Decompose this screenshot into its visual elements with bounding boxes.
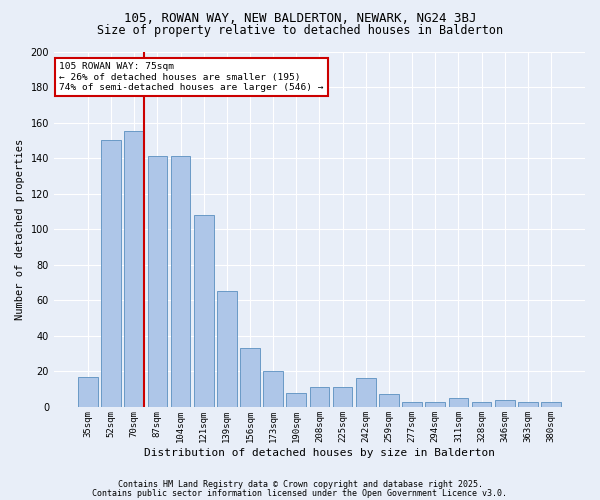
Bar [402,402,422,407]
X-axis label: Distribution of detached houses by size in Balderton: Distribution of detached houses by size … [144,448,495,458]
Text: Contains HM Land Registry data © Crown copyright and database right 2025.: Contains HM Land Registry data © Crown c… [118,480,482,489]
Bar [356,378,376,407]
Bar [472,402,491,407]
Bar [425,402,445,407]
Bar [240,348,260,407]
Bar [101,140,121,407]
Bar [194,215,214,407]
Bar [78,376,98,407]
Bar [449,398,468,407]
Bar [495,400,515,407]
Text: Size of property relative to detached houses in Balderton: Size of property relative to detached ho… [97,24,503,37]
Bar [286,392,306,407]
Bar [124,132,144,407]
Bar [541,402,561,407]
Bar [333,388,352,407]
Text: 105 ROWAN WAY: 75sqm
← 26% of detached houses are smaller (195)
74% of semi-deta: 105 ROWAN WAY: 75sqm ← 26% of detached h… [59,62,324,92]
Bar [170,156,190,407]
Bar [263,372,283,407]
Bar [310,388,329,407]
Bar [379,394,399,407]
Text: Contains public sector information licensed under the Open Government Licence v3: Contains public sector information licen… [92,489,508,498]
Bar [217,292,236,407]
Text: 105, ROWAN WAY, NEW BALDERTON, NEWARK, NG24 3BJ: 105, ROWAN WAY, NEW BALDERTON, NEWARK, N… [124,12,476,26]
Bar [148,156,167,407]
Y-axis label: Number of detached properties: Number of detached properties [15,138,25,320]
Bar [518,402,538,407]
